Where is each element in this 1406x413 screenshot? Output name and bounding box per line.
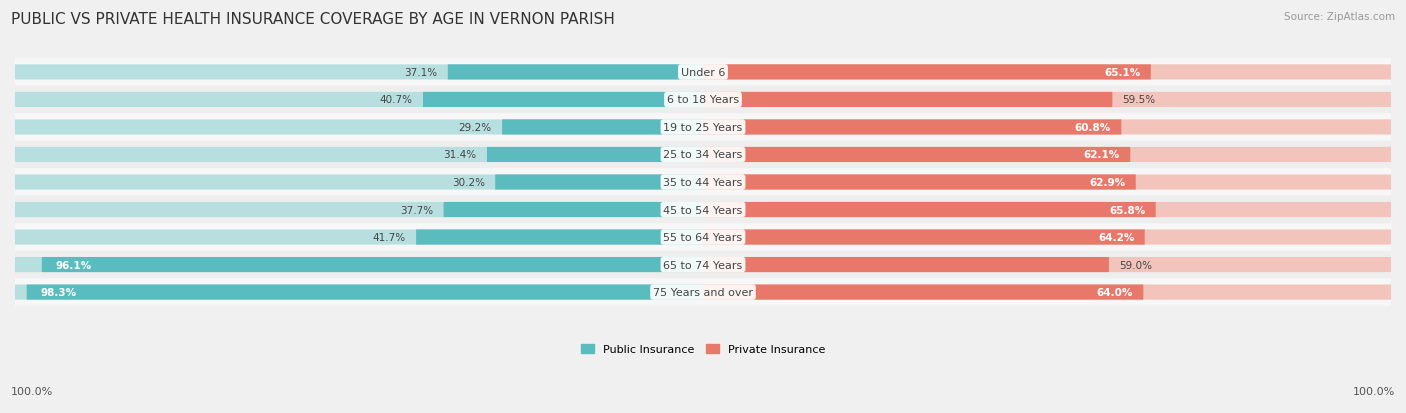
FancyBboxPatch shape <box>495 175 703 190</box>
FancyBboxPatch shape <box>447 65 703 80</box>
FancyBboxPatch shape <box>15 65 703 80</box>
Text: 65.1%: 65.1% <box>1104 68 1140 78</box>
Text: 59.0%: 59.0% <box>1119 260 1153 270</box>
FancyBboxPatch shape <box>703 257 1391 273</box>
FancyBboxPatch shape <box>444 202 703 218</box>
Text: 37.7%: 37.7% <box>401 205 433 215</box>
FancyBboxPatch shape <box>502 120 703 135</box>
FancyBboxPatch shape <box>15 251 1391 279</box>
FancyBboxPatch shape <box>15 169 1391 196</box>
FancyBboxPatch shape <box>703 202 1391 218</box>
FancyBboxPatch shape <box>15 120 703 135</box>
FancyBboxPatch shape <box>15 147 703 163</box>
Text: 59.5%: 59.5% <box>1122 95 1156 105</box>
FancyBboxPatch shape <box>423 93 703 108</box>
FancyBboxPatch shape <box>703 175 1391 190</box>
Text: 35 to 44 Years: 35 to 44 Years <box>664 178 742 188</box>
FancyBboxPatch shape <box>15 86 1391 114</box>
Text: Source: ZipAtlas.com: Source: ZipAtlas.com <box>1284 12 1395 22</box>
Text: 65 to 74 Years: 65 to 74 Years <box>664 260 742 270</box>
Text: 30.2%: 30.2% <box>451 178 485 188</box>
FancyBboxPatch shape <box>703 93 1391 108</box>
FancyBboxPatch shape <box>703 120 1391 135</box>
FancyBboxPatch shape <box>416 230 703 245</box>
FancyBboxPatch shape <box>486 147 703 163</box>
Text: 45 to 54 Years: 45 to 54 Years <box>664 205 742 215</box>
FancyBboxPatch shape <box>703 285 1143 300</box>
Text: 41.7%: 41.7% <box>373 233 406 242</box>
FancyBboxPatch shape <box>703 65 1391 80</box>
Text: 75 Years and over: 75 Years and over <box>652 287 754 297</box>
FancyBboxPatch shape <box>15 114 1391 141</box>
Text: 60.8%: 60.8% <box>1074 123 1111 133</box>
FancyBboxPatch shape <box>15 230 703 245</box>
FancyBboxPatch shape <box>15 59 1391 86</box>
Text: 31.4%: 31.4% <box>443 150 477 160</box>
FancyBboxPatch shape <box>703 147 1130 163</box>
Text: 55 to 64 Years: 55 to 64 Years <box>664 233 742 242</box>
FancyBboxPatch shape <box>15 93 703 108</box>
Text: 62.9%: 62.9% <box>1090 178 1125 188</box>
FancyBboxPatch shape <box>703 230 1391 245</box>
FancyBboxPatch shape <box>703 285 1391 300</box>
Text: 29.2%: 29.2% <box>458 123 492 133</box>
Text: 6 to 18 Years: 6 to 18 Years <box>666 95 740 105</box>
Text: 37.1%: 37.1% <box>405 68 437 78</box>
Text: 98.3%: 98.3% <box>41 287 76 297</box>
FancyBboxPatch shape <box>15 285 703 300</box>
Text: 64.2%: 64.2% <box>1098 233 1135 242</box>
FancyBboxPatch shape <box>15 202 703 218</box>
FancyBboxPatch shape <box>703 230 1144 245</box>
FancyBboxPatch shape <box>703 175 1136 190</box>
Legend: Public Insurance, Private Insurance: Public Insurance, Private Insurance <box>576 339 830 359</box>
FancyBboxPatch shape <box>703 65 1152 80</box>
FancyBboxPatch shape <box>703 147 1391 163</box>
FancyBboxPatch shape <box>15 141 1391 169</box>
FancyBboxPatch shape <box>703 93 1112 108</box>
FancyBboxPatch shape <box>703 257 1109 273</box>
Text: 100.0%: 100.0% <box>11 387 53 396</box>
FancyBboxPatch shape <box>15 279 1391 306</box>
FancyBboxPatch shape <box>27 285 703 300</box>
Text: 96.1%: 96.1% <box>56 260 91 270</box>
Text: 65.8%: 65.8% <box>1109 205 1146 215</box>
Text: 40.7%: 40.7% <box>380 95 413 105</box>
FancyBboxPatch shape <box>15 224 1391 251</box>
Text: 19 to 25 Years: 19 to 25 Years <box>664 123 742 133</box>
Text: 100.0%: 100.0% <box>1353 387 1395 396</box>
FancyBboxPatch shape <box>15 175 703 190</box>
Text: Under 6: Under 6 <box>681 68 725 78</box>
FancyBboxPatch shape <box>15 196 1391 224</box>
Text: 25 to 34 Years: 25 to 34 Years <box>664 150 742 160</box>
Text: PUBLIC VS PRIVATE HEALTH INSURANCE COVERAGE BY AGE IN VERNON PARISH: PUBLIC VS PRIVATE HEALTH INSURANCE COVER… <box>11 12 614 27</box>
Text: 64.0%: 64.0% <box>1097 287 1133 297</box>
FancyBboxPatch shape <box>15 257 703 273</box>
FancyBboxPatch shape <box>42 257 703 273</box>
FancyBboxPatch shape <box>703 202 1156 218</box>
FancyBboxPatch shape <box>703 120 1122 135</box>
Text: 62.1%: 62.1% <box>1084 150 1121 160</box>
